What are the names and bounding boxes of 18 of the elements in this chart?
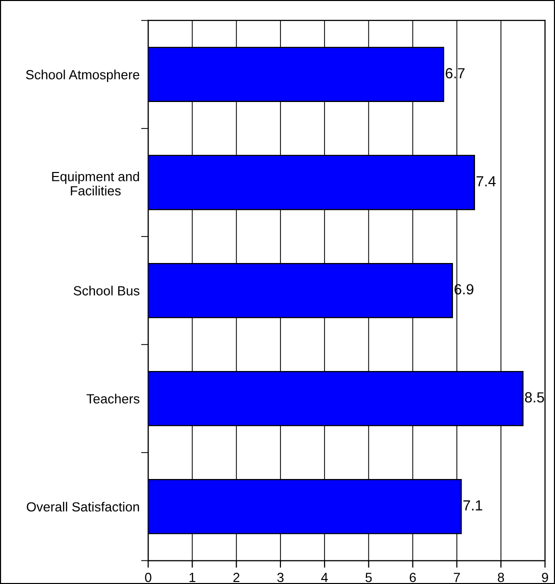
- data-label: 7.1: [463, 500, 482, 510]
- x-tick-label: 0: [145, 572, 152, 582]
- x-tick-label: 8: [498, 572, 504, 582]
- x-tick-label: 1: [190, 572, 196, 582]
- x-tick-label: 7: [454, 572, 460, 582]
- y-tick-label: Overall Satisfaction: [26, 502, 139, 512]
- x-tick-label: 3: [277, 572, 284, 582]
- x-tick-label: 4: [321, 572, 328, 582]
- x-tick-label: 2: [233, 572, 240, 582]
- y-tick-label: School Atmosphere: [26, 70, 140, 82]
- x-tick-label: 5: [366, 572, 372, 582]
- x-tick-label: 6: [410, 572, 416, 582]
- y-tick-label: Equipment and Facilities: [52, 172, 140, 196]
- data-label: 7.4: [476, 176, 496, 186]
- y-tick-label: Teachers: [86, 394, 140, 404]
- x-tick-label: 9: [542, 572, 548, 582]
- data-label: 8.5: [524, 392, 544, 402]
- y-tick-label: School Bus: [74, 286, 140, 296]
